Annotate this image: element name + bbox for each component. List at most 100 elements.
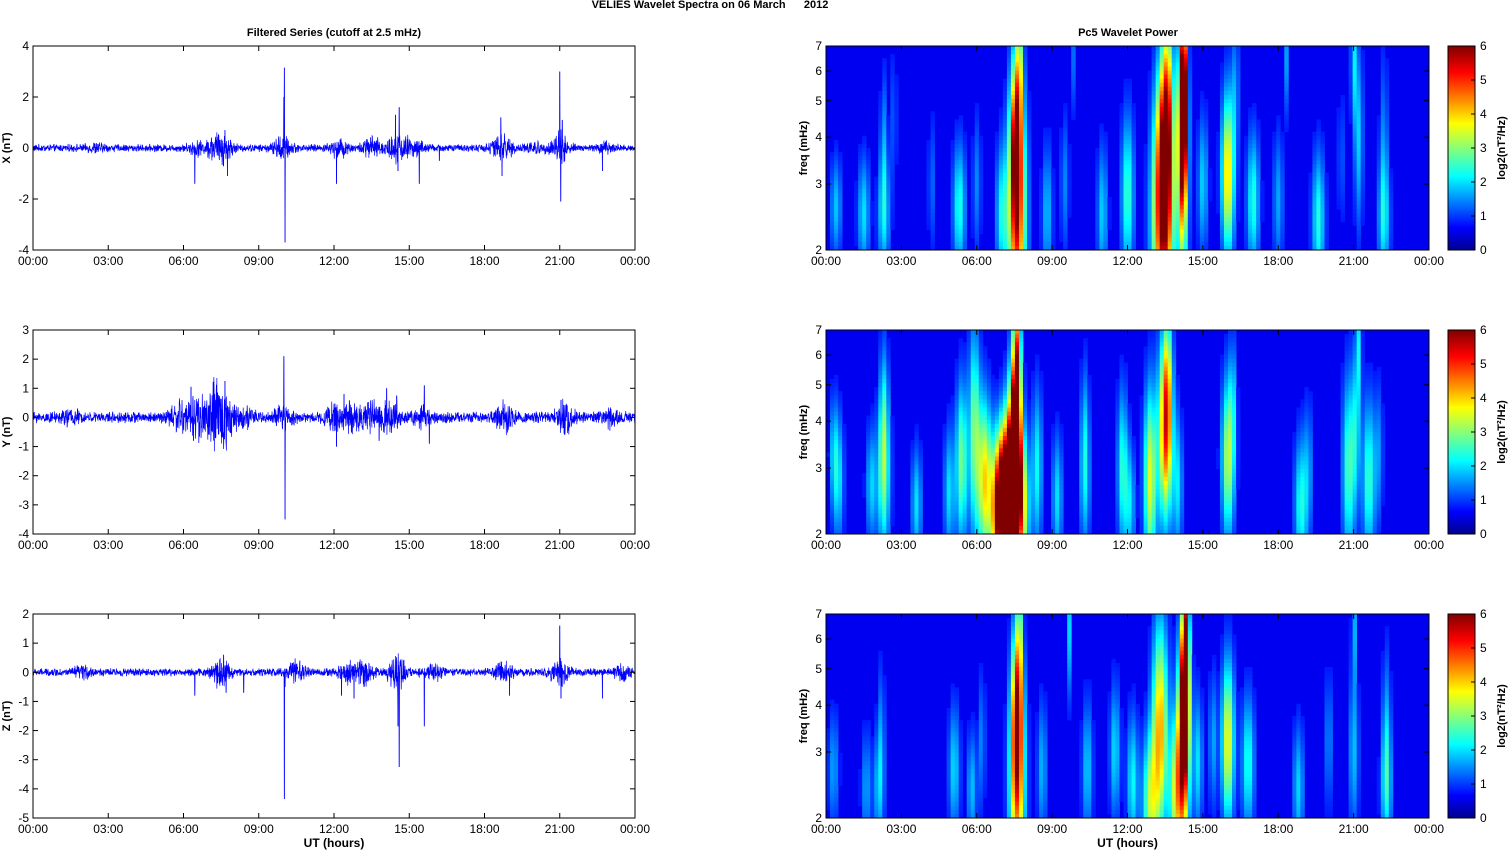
heatmap-cell bbox=[1027, 127, 1032, 133]
heatmap-cell bbox=[1364, 403, 1370, 408]
heatmap-cell bbox=[1163, 70, 1169, 75]
heatmap-cell bbox=[914, 423, 919, 429]
heatmap-cell bbox=[1167, 172, 1173, 177]
heatmap-cell bbox=[1159, 99, 1165, 104]
heatmap-cell bbox=[882, 229, 887, 235]
heatmap-cell bbox=[1167, 399, 1173, 404]
heatmap-cell bbox=[954, 119, 960, 124]
heatmap-cell bbox=[954, 180, 960, 186]
heatmap-cell bbox=[1167, 62, 1173, 67]
heatmap-cell bbox=[1119, 245, 1124, 251]
heatmap-cell bbox=[1151, 139, 1157, 145]
heatmap-cell bbox=[1095, 184, 1100, 190]
heatmap-cell bbox=[1276, 233, 1281, 239]
heatmap-cell bbox=[1244, 201, 1249, 206]
heatmap-cell bbox=[954, 205, 960, 210]
heatmap-cell bbox=[1002, 350, 1008, 355]
heatmap-cell bbox=[1248, 192, 1253, 198]
heatmap-cell bbox=[1272, 152, 1277, 157]
heatmap-cell bbox=[1087, 415, 1092, 421]
heatmap-cell bbox=[1171, 66, 1177, 71]
heatmap-cell bbox=[958, 241, 964, 247]
heatmap-cell bbox=[1356, 176, 1362, 182]
heatmap-cell bbox=[1163, 395, 1169, 400]
heatmap-cell bbox=[926, 196, 931, 202]
heatmap-cell bbox=[1360, 94, 1366, 100]
heatmap-cell bbox=[1151, 152, 1157, 157]
heatmap-cell bbox=[954, 391, 960, 396]
heatmap-cell bbox=[1223, 399, 1229, 404]
heatmap-cell bbox=[858, 176, 863, 182]
heatmap-cell bbox=[1047, 241, 1052, 247]
heatmap-cell bbox=[1159, 103, 1165, 108]
heatmap-cell bbox=[838, 221, 843, 226]
heatmap-cell bbox=[1151, 103, 1157, 108]
heatmap-cell bbox=[930, 139, 935, 145]
heatmap-cell bbox=[1179, 46, 1185, 51]
heatmap-cell bbox=[1006, 156, 1012, 161]
heatmap-cell bbox=[1006, 423, 1012, 429]
heatmap-cell bbox=[1171, 395, 1177, 400]
heatmap-cell bbox=[890, 58, 895, 63]
heatmap-cell bbox=[1232, 362, 1237, 368]
heatmap-cell bbox=[1276, 192, 1281, 198]
heatmap-cell bbox=[974, 358, 980, 364]
heatmap-cell bbox=[1376, 411, 1382, 417]
heatmap-cell bbox=[882, 209, 887, 214]
heatmap-cell bbox=[882, 419, 887, 425]
heatmap-cell bbox=[1344, 436, 1349, 441]
heatmap-cell bbox=[1002, 123, 1008, 128]
heatmap-cell bbox=[962, 399, 968, 404]
heatmap-cell bbox=[1006, 383, 1012, 388]
heatmap-cell bbox=[1119, 387, 1124, 392]
heatmap-cell bbox=[970, 334, 976, 339]
heatmap-cell bbox=[882, 66, 887, 71]
heatmap-cell bbox=[1171, 399, 1177, 404]
heatmap-cell bbox=[1010, 119, 1016, 124]
heatmap-cell bbox=[1159, 423, 1165, 429]
heatmap-cell bbox=[870, 440, 875, 445]
heatmap-cell bbox=[1232, 374, 1237, 380]
heatmap-cell bbox=[1006, 419, 1012, 425]
heatmap-cell bbox=[1163, 209, 1169, 214]
heatmap-cell bbox=[1244, 180, 1249, 186]
heatmap-cell bbox=[1183, 237, 1189, 243]
heatmap-cell bbox=[882, 168, 887, 173]
heatmap-cell bbox=[1151, 82, 1157, 88]
heatmap-cell bbox=[1159, 346, 1165, 351]
heatmap-cell bbox=[1380, 152, 1386, 157]
heatmap-cell bbox=[1095, 221, 1100, 226]
heatmap-cell bbox=[1031, 432, 1036, 437]
heatmap-cell bbox=[1256, 184, 1261, 190]
heatmap-cell bbox=[1308, 395, 1313, 400]
heatmap-cell bbox=[1276, 123, 1281, 128]
heatmap-cell bbox=[1006, 131, 1012, 137]
heatmap-cell bbox=[1127, 127, 1132, 133]
heatmap-cell bbox=[1256, 213, 1261, 218]
heatmap-cell bbox=[990, 378, 996, 384]
heatmap-cell bbox=[954, 127, 960, 133]
heatmap-cell bbox=[1131, 107, 1136, 112]
heatmap-cell bbox=[1171, 180, 1177, 186]
heatmap-cell bbox=[1356, 407, 1362, 412]
heatmap-cell bbox=[1018, 350, 1024, 355]
heatmap-cell bbox=[1183, 180, 1189, 186]
heatmap-cell bbox=[1316, 135, 1321, 141]
heatmap-cell bbox=[978, 330, 984, 335]
heatmap-cell bbox=[1228, 346, 1233, 351]
heatmap-cell bbox=[1127, 419, 1132, 425]
heatmap-cell bbox=[1232, 107, 1237, 112]
heatmap-cell bbox=[1083, 403, 1088, 408]
heatmap-cell bbox=[890, 103, 895, 108]
heatmap-cell bbox=[1167, 427, 1173, 433]
heatmap-cell bbox=[1195, 127, 1201, 133]
heatmap-cell bbox=[1006, 86, 1012, 92]
heatmap-cell bbox=[1195, 233, 1201, 239]
heatmap-cell bbox=[994, 419, 1000, 425]
heatmap-cell bbox=[838, 156, 843, 161]
heatmap-cell bbox=[1010, 123, 1016, 128]
heatmap-cell bbox=[894, 111, 899, 116]
heatmap-cell bbox=[1372, 440, 1378, 445]
heatmap-cell bbox=[1352, 66, 1358, 71]
heatmap-cell bbox=[1376, 164, 1382, 169]
